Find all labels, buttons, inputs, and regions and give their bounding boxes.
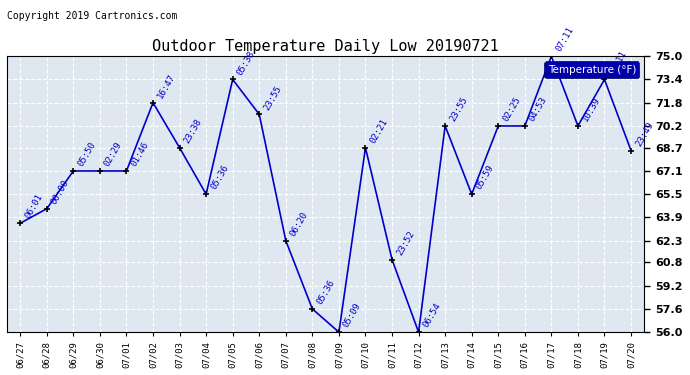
Text: 06:20: 06:20	[288, 210, 310, 238]
Text: 01:46: 01:46	[129, 140, 150, 168]
Text: 23:38: 23:38	[182, 117, 204, 145]
Text: 05:50: 05:50	[76, 140, 97, 168]
Text: 23:55: 23:55	[448, 95, 469, 123]
Text: 06:54: 06:54	[422, 302, 442, 329]
Text: 23:52: 23:52	[395, 229, 416, 257]
Text: 05:36: 05:36	[315, 278, 336, 306]
Text: Copyright 2019 Cartronics.com: Copyright 2019 Cartronics.com	[7, 11, 177, 21]
Text: 05:09: 05:09	[342, 302, 363, 329]
Text: 16:47: 16:47	[156, 72, 177, 100]
Title: Outdoor Temperature Daily Low 20190721: Outdoor Temperature Daily Low 20190721	[152, 39, 499, 54]
Text: 02:29: 02:29	[103, 140, 124, 168]
Text: 07:11: 07:11	[554, 26, 575, 54]
Text: 04:53: 04:53	[528, 95, 549, 123]
Text: 02:25: 02:25	[501, 95, 522, 123]
Text: 00:00: 00:00	[50, 178, 71, 206]
Text: 10:39: 10:39	[581, 95, 602, 123]
Text: 23:55: 23:55	[262, 84, 284, 111]
Text: 02:21: 02:21	[368, 117, 389, 145]
Legend: Temperature (°F): Temperature (°F)	[544, 62, 639, 78]
Text: 07:11: 07:11	[607, 49, 629, 77]
Text: 05:36: 05:36	[209, 164, 230, 191]
Text: 05:59: 05:59	[475, 164, 495, 191]
Text: 06:01: 06:01	[23, 193, 44, 220]
Text: 05:38: 05:38	[235, 49, 257, 77]
Text: 23:49: 23:49	[634, 120, 655, 148]
